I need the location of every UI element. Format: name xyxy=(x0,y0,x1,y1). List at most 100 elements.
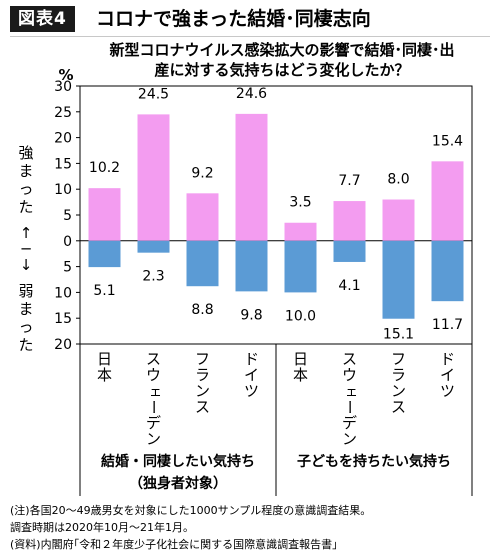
category-label-char: ド xyxy=(244,350,259,368)
y-tick-label: 30 xyxy=(54,79,72,95)
y-label-strengthened-char: た xyxy=(18,198,33,216)
data-label-weakened: 2.3 xyxy=(142,269,164,285)
y-label-weakened-char: 弱 xyxy=(18,282,33,300)
data-label-strengthened: 24.6 xyxy=(236,86,267,102)
bar-weakened xyxy=(431,240,464,302)
data-label-strengthened: 15.4 xyxy=(432,133,463,149)
data-label-weakened: 5.1 xyxy=(93,283,115,299)
y-tick-label: 20 xyxy=(54,131,72,147)
data-label-weakened: 15.1 xyxy=(383,327,414,343)
category-label-char: イ xyxy=(440,366,455,384)
y-label-weakened-char: っ xyxy=(18,318,33,336)
y-label-strengthened-char: っ xyxy=(18,180,33,198)
bar-strengthened xyxy=(186,193,219,241)
group-label: 子どもを持ちたい気持ち xyxy=(297,453,451,470)
note-line-3: (資料)内閣府｢令和２年度少子化社会に関する国際意識調査報告書｣ xyxy=(10,538,338,551)
y-tick-label: 20 xyxy=(54,337,72,353)
y-label-weakened-char: た xyxy=(18,336,33,354)
category-label-char: 本 xyxy=(97,366,112,384)
bar-strengthened xyxy=(333,201,366,241)
category-label-char: ラ xyxy=(391,366,406,384)
data-label-strengthened: 3.5 xyxy=(289,195,311,211)
category-label-char: デ xyxy=(342,414,357,432)
category-label-char: ー xyxy=(145,399,163,414)
data-label-weakened: 9.8 xyxy=(240,307,262,323)
figure-label: 図表4 xyxy=(10,6,75,32)
y-tick-label: 25 xyxy=(54,105,72,121)
note-line-1: (注)各国20～49歳男女を対象にした1000サンプル程度の意識調査結果。 xyxy=(10,504,372,517)
category-label-char: ド xyxy=(440,350,455,368)
category-label-char: ス xyxy=(146,350,161,368)
chart-title-line-2: 産に対する気持ちはどう変化したか？ xyxy=(154,61,410,79)
y-tick-label: 15 xyxy=(54,311,72,327)
bar-weakened xyxy=(382,240,415,319)
bar-weakened xyxy=(137,240,170,253)
data-label-weakened: 11.7 xyxy=(432,317,463,333)
category-label-char: ツ xyxy=(440,382,455,400)
header-divider xyxy=(10,36,490,37)
data-label-weakened: 10.0 xyxy=(285,308,316,324)
data-label-weakened: 4.1 xyxy=(338,278,360,294)
category-label-char: ス xyxy=(342,350,357,368)
bar-strengthened xyxy=(137,114,170,241)
y-axis-arrow: ↑─↓ xyxy=(20,224,33,274)
y-label-strengthened-char: ま xyxy=(18,162,33,180)
data-label-strengthened: 24.5 xyxy=(138,86,169,102)
category-label-char: フ xyxy=(391,350,406,368)
category-label-char: ウ xyxy=(342,366,357,384)
bar-strengthened xyxy=(431,161,464,241)
category-label-char: ン xyxy=(391,382,406,400)
y-unit-label: % xyxy=(58,66,73,84)
category-label-char: ェ xyxy=(149,385,162,400)
bar-weakened xyxy=(284,240,317,293)
data-label-strengthened: 7.7 xyxy=(338,173,360,189)
chart-title: 新型コロナウイルス感染拡大の影響で結婚･同棲･出 産に対する気持ちはどう変化した… xyxy=(82,40,482,80)
y-axis-arrow-char: ─ xyxy=(20,240,31,258)
figure-title: コロナで強まった結婚･同棲志向 xyxy=(96,8,371,30)
category-label-char: 本 xyxy=(293,366,308,384)
category-label-char: ラ xyxy=(195,366,210,384)
category-label-char: ウ xyxy=(146,366,161,384)
group-label: 結婚・同棲したい気持ち xyxy=(101,453,255,470)
notes: (注)各国20～49歳男女を対象にした1000サンプル程度の意識調査結果。 調査… xyxy=(10,502,371,553)
category-label: ドイツ xyxy=(440,350,455,400)
bar-strengthened xyxy=(284,222,317,241)
bar-weakened xyxy=(88,240,121,268)
y-axis-arrow-char: ↓ xyxy=(20,256,33,274)
header: 図表4 コロナで強まった結婚･同棲志向 xyxy=(0,0,500,40)
y-tick-label: 15 xyxy=(54,156,72,172)
category-label-char: ー xyxy=(341,399,359,414)
group-label: （独身者対象） xyxy=(129,475,227,492)
y-tick-label: 0 xyxy=(63,234,72,250)
y-label-strengthened: 強まった xyxy=(18,144,33,216)
y-tick-label: 5 xyxy=(63,260,72,276)
bar-weakened xyxy=(333,240,366,262)
bar-chart: 3025201510505101520%強まった↑─↓弱まった10.25.1日本… xyxy=(18,66,473,496)
bar-strengthened xyxy=(235,113,268,241)
category-label-char: デ xyxy=(146,414,161,432)
chart-title-line-1: 新型コロナウイルス感染拡大の影響で結婚･同棲･出 xyxy=(109,41,455,59)
category-label-char: フ xyxy=(195,350,210,368)
bar-weakened xyxy=(186,240,219,287)
bar-weakened xyxy=(235,240,268,292)
y-tick-label: 10 xyxy=(54,285,72,301)
category-label-char: ェ xyxy=(345,385,358,400)
category-label-char: 日 xyxy=(97,350,112,368)
data-label-strengthened: 10.2 xyxy=(89,160,120,176)
category-label-char: ン xyxy=(342,430,357,448)
data-label-weakened: 8.8 xyxy=(191,302,213,318)
category-label-char: イ xyxy=(244,366,259,384)
y-tick-label: 5 xyxy=(63,208,72,224)
data-label-strengthened: 9.2 xyxy=(191,165,213,181)
category-label-char: ツ xyxy=(244,382,259,400)
y-axis-arrow-char: ↑ xyxy=(20,224,33,242)
note-line-2: 調査時期は2020年10月～21年1月。 xyxy=(10,521,194,534)
category-label-char: ス xyxy=(391,398,406,416)
data-label-strengthened: 8.0 xyxy=(387,172,409,188)
bar-strengthened xyxy=(382,199,415,241)
